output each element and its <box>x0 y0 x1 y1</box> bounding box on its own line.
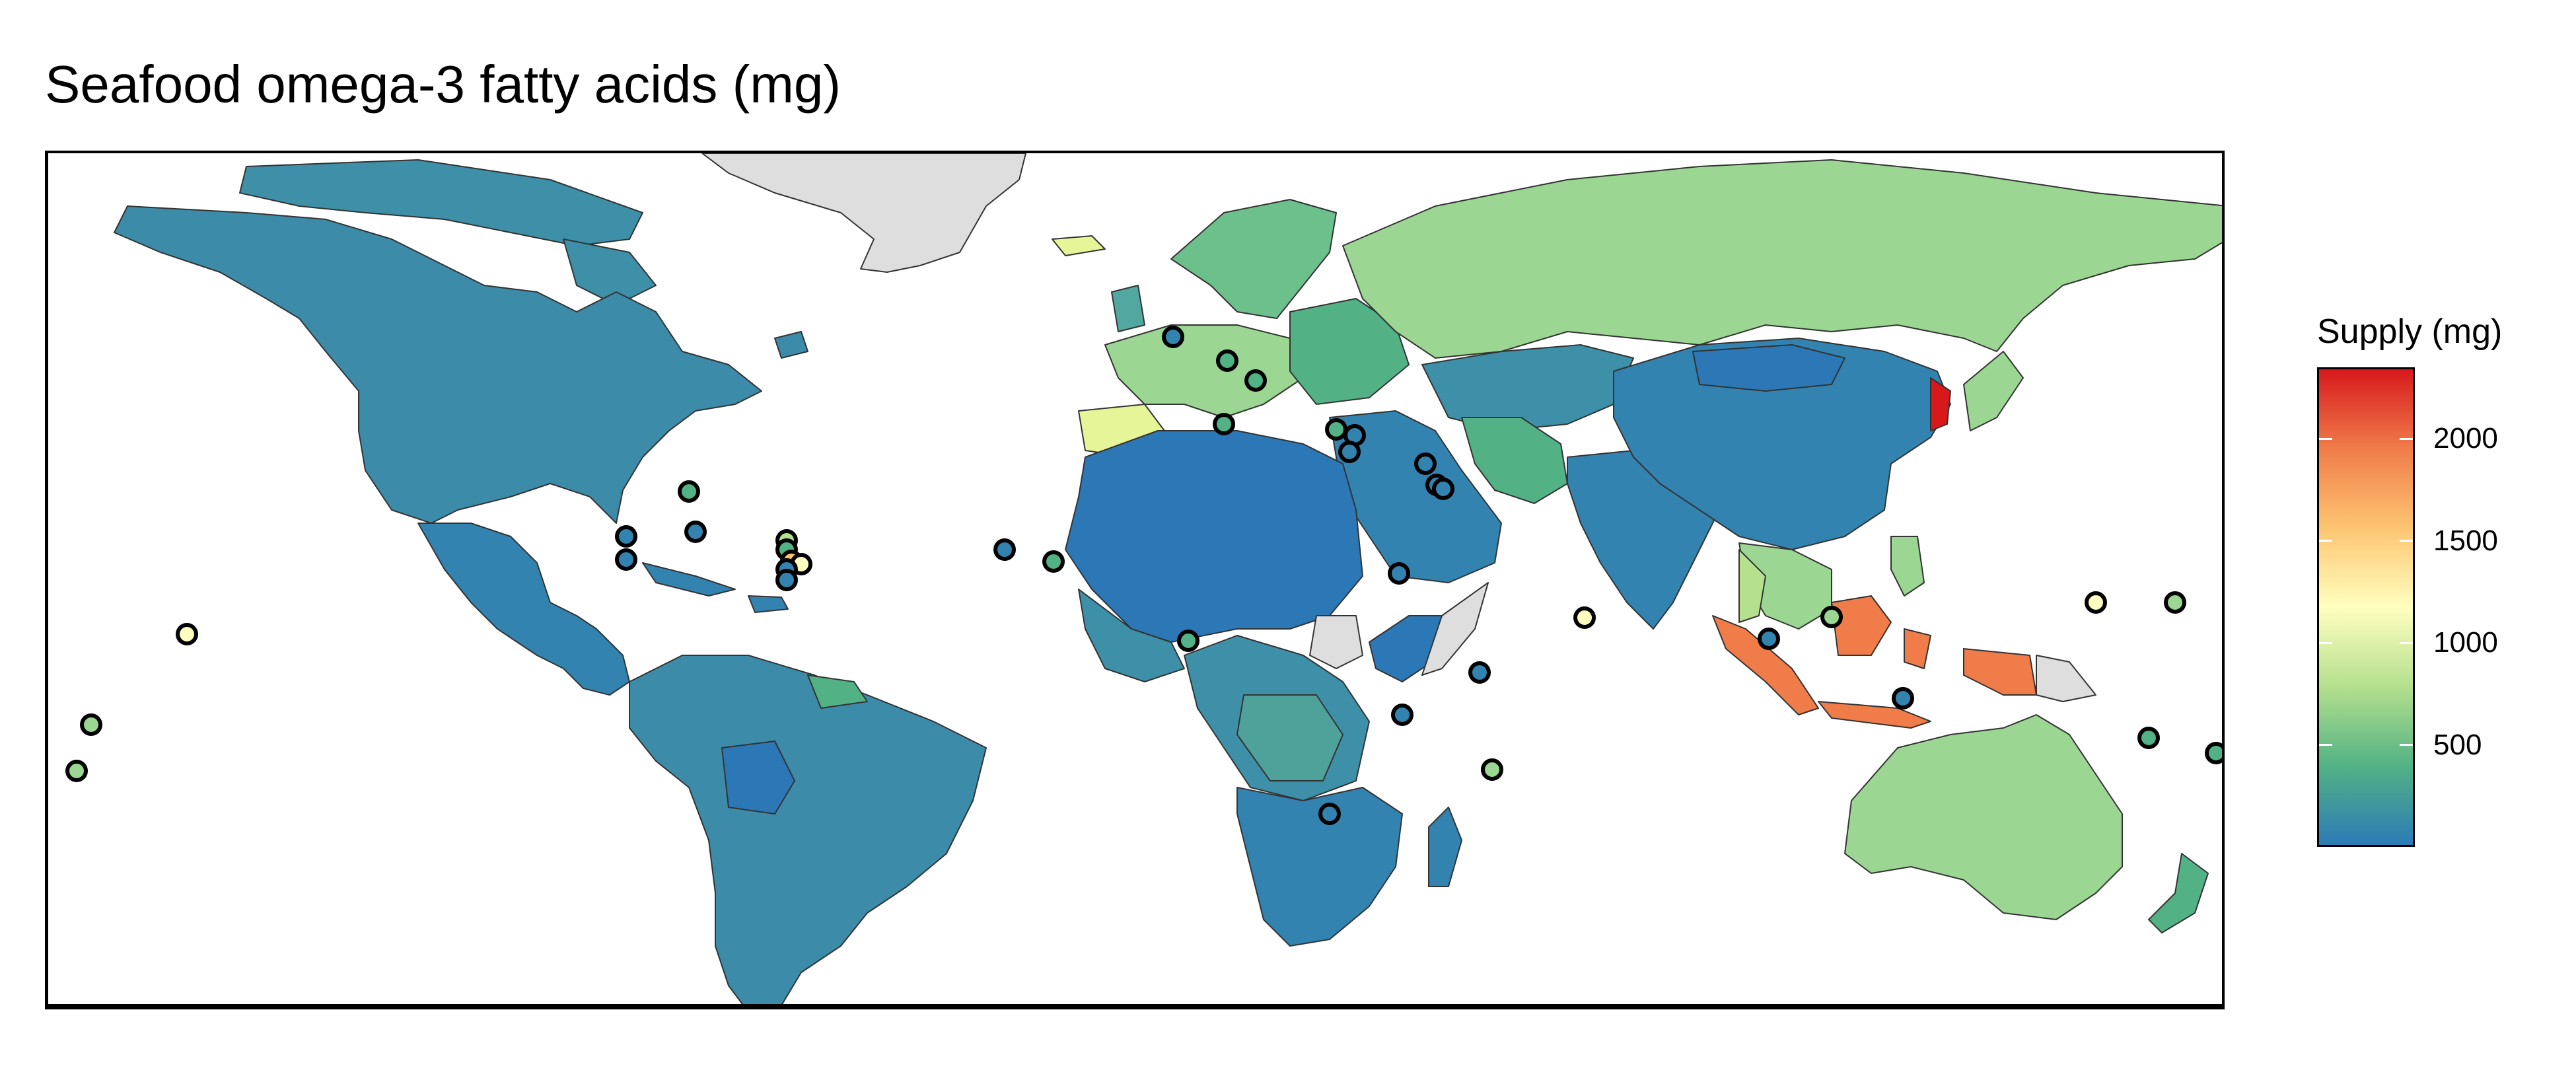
legend-tick-label: 500 <box>2433 728 2482 761</box>
marker-sao-tome <box>1177 630 1199 652</box>
region-cuba <box>642 562 736 597</box>
legend-tick-mark-left <box>2319 744 2332 746</box>
marker-samoa <box>80 713 102 736</box>
region-north-america <box>114 205 762 524</box>
marker-israel <box>1338 441 1361 463</box>
marker-malaysia-sabah <box>1820 606 1843 628</box>
region-south-america <box>629 655 987 1004</box>
region-mexico <box>417 523 630 696</box>
marker-lebanon <box>1325 418 1347 441</box>
marker-kuwait <box>1414 453 1437 475</box>
marker-eswatini <box>1318 803 1341 825</box>
marker-qatar <box>1432 478 1454 500</box>
region-greenland <box>701 153 1026 273</box>
region-mongolia <box>1692 344 1845 392</box>
region-java <box>1818 701 1931 729</box>
region-borneo <box>1831 595 1892 656</box>
marker-fiji <box>2205 742 2222 764</box>
region-southern-africa <box>1236 787 1403 947</box>
marker-cape-verde <box>993 538 1016 561</box>
marker-seychelles <box>1468 661 1491 684</box>
legend-tick-label: 1000 <box>2433 626 2498 659</box>
region-sulawesi <box>1904 628 1931 669</box>
region-papua-indonesia <box>1963 648 2037 696</box>
marker-hawaii <box>176 623 198 645</box>
region-thailand <box>1738 549 1766 623</box>
legend-tick-mark-left <box>2319 540 2332 542</box>
marker-solomon <box>2085 591 2107 614</box>
legend-tick-mark-left <box>2319 437 2332 440</box>
region-bolivia <box>721 741 795 815</box>
marker-gambia <box>1042 550 1065 573</box>
map-canvas <box>65 153 2222 1004</box>
marker-jamaica <box>684 521 707 543</box>
region-western-europe <box>1104 324 1304 418</box>
legend-tick-mark-right <box>2400 744 2413 746</box>
region-somalia <box>1421 582 1489 676</box>
legend-tick-label: 2000 <box>2433 422 2498 455</box>
region-guianas <box>807 674 868 709</box>
region-uk <box>1111 285 1145 332</box>
marker-malta <box>1213 413 1235 435</box>
region-australia <box>1844 714 2123 920</box>
map-title: Seafood omega-3 fatty acids (mg) <box>45 55 841 114</box>
marker-kiribati <box>2164 591 2186 614</box>
region-new-zealand <box>2148 853 2209 933</box>
region-scandinavia <box>1170 199 1337 319</box>
marker-montenegro <box>1244 369 1267 392</box>
region-baffin <box>563 238 657 306</box>
marker-mauritius <box>1481 758 1503 781</box>
region-newfoundland <box>774 331 808 359</box>
marker-belize <box>615 525 637 548</box>
legend-colorbar <box>2317 367 2415 847</box>
region-west-africa <box>1078 589 1185 682</box>
legend-tick-mark-right <box>2400 540 2413 542</box>
region-hispaniola <box>748 595 789 613</box>
region-iceland <box>1052 235 1106 256</box>
marker-grenada <box>775 569 798 591</box>
legend-tick-mark-right <box>2400 641 2413 644</box>
region-japan <box>1963 351 2024 431</box>
marker-maldives <box>1573 606 1596 629</box>
region-drc <box>1236 694 1343 781</box>
marker-tonga <box>65 760 88 782</box>
marker-bahamas <box>678 480 700 503</box>
region-eastern-europe <box>1289 298 1410 405</box>
region-arctic-islands <box>239 159 643 246</box>
region-philippines <box>1890 536 1925 597</box>
legend-tick-label: 1500 <box>2433 524 2498 557</box>
region-sumatra <box>1712 615 1819 715</box>
marker-brunei <box>1758 628 1780 650</box>
region-korea <box>1930 377 1951 431</box>
region-sudan <box>1309 615 1363 669</box>
legend-tick-mark-right <box>2400 437 2413 440</box>
marker-vanuatu <box>2137 727 2160 749</box>
legend-tick-mark-left <box>2319 641 2332 644</box>
marker-timor-leste <box>1892 687 1914 709</box>
marker-djibouti <box>1388 562 1410 585</box>
region-russia <box>1342 159 2222 359</box>
region-china <box>1613 338 1951 550</box>
marker-comoros <box>1391 704 1413 726</box>
region-madagascar <box>1428 807 1462 887</box>
marker-belgium <box>1162 326 1184 348</box>
region-north-africa <box>1065 430 1363 643</box>
region-iran <box>1461 417 1568 504</box>
legend-title: Supply (mg) <box>2317 312 2503 351</box>
marker-slovenia <box>1216 349 1238 372</box>
marker-el-salvador <box>615 548 637 571</box>
world-map <box>45 151 2225 1009</box>
region-central-asia <box>1421 344 1634 431</box>
region-png <box>2036 655 2096 702</box>
